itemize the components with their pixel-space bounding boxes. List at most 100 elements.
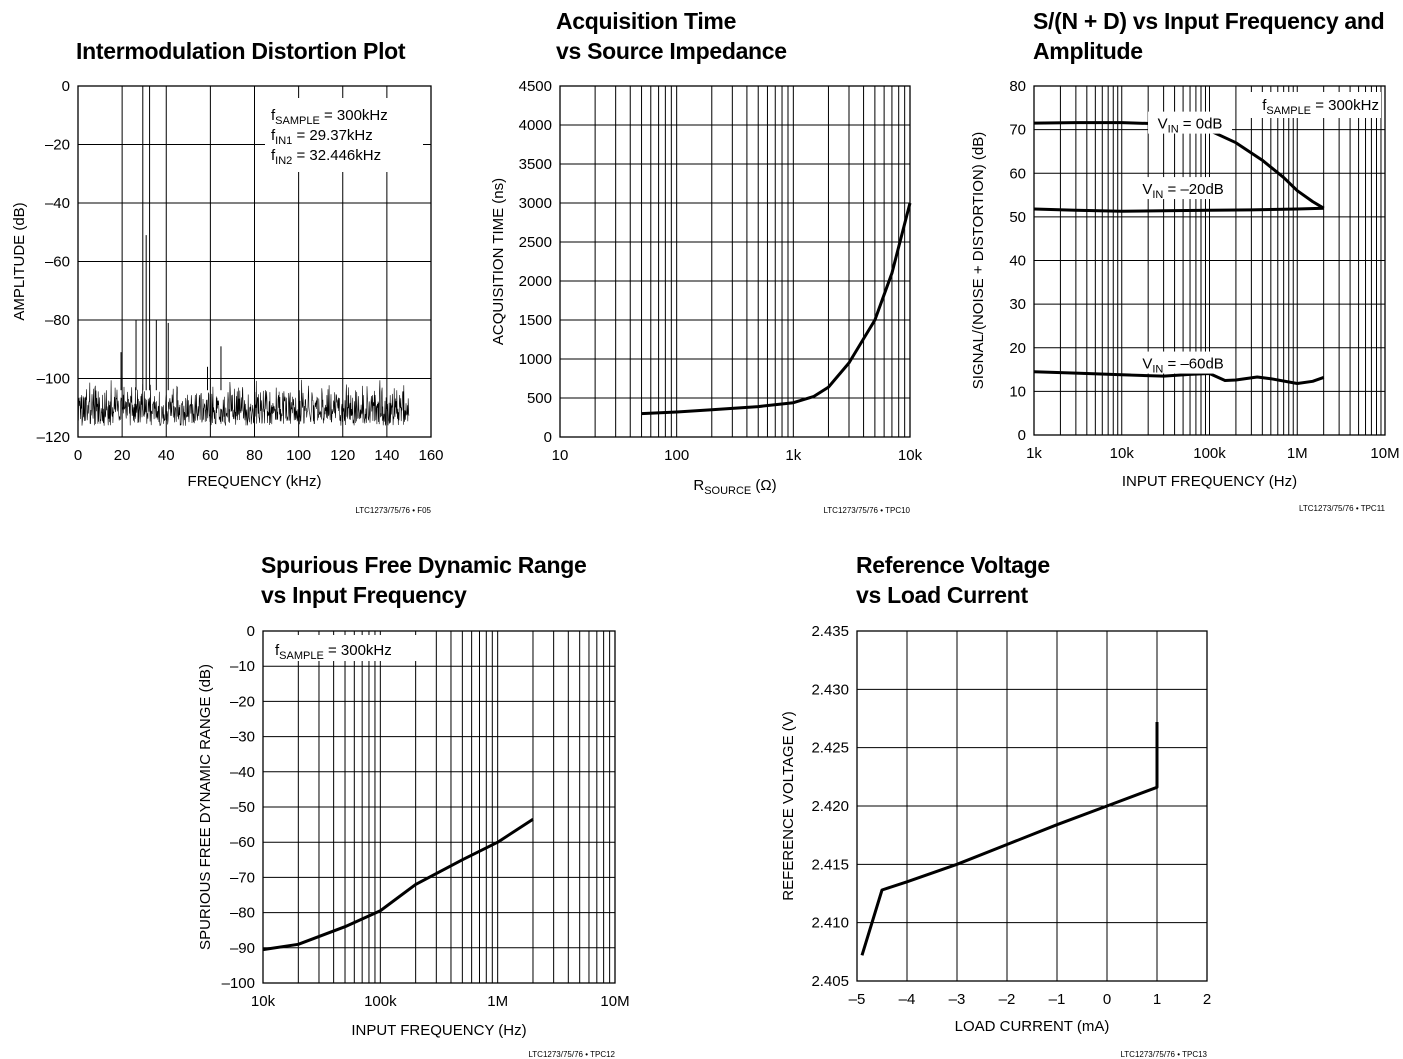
y-tick-label: –20 — [230, 693, 255, 710]
y-tick-label: 2000 — [519, 273, 552, 290]
chart-title: vs Input Frequency — [261, 582, 467, 608]
y-tick-label: 2.425 — [811, 740, 849, 757]
x-tick-label: –4 — [899, 991, 916, 1008]
chart-sfdr: Spurious Free Dynamic Range vs Input Freq… — [197, 552, 630, 1059]
x-tick-label: 0 — [74, 447, 82, 464]
y-tick-label: –60 — [45, 254, 70, 271]
y-tick-label: –70 — [230, 869, 255, 886]
y-tick-label: 0 — [544, 429, 552, 446]
y-tick-label: –100 — [37, 371, 70, 388]
x-tick-label: 100k — [1193, 445, 1226, 462]
plot-frame — [262, 630, 616, 984]
annotation-background — [265, 98, 423, 172]
series-label-background — [1131, 351, 1236, 374]
y-tick-label: 0 — [1018, 427, 1026, 444]
chart-title: vs Load Current — [856, 582, 1029, 608]
chart-acq: Acquisition Time vs Source Impedance 0 500 1… — [490, 8, 923, 515]
y-tick-label: 50 — [1009, 209, 1026, 226]
y-tick-label: –80 — [45, 312, 70, 329]
figure-code: LTC1273/75/76 • TPC12 — [528, 1050, 615, 1059]
figure-code: LTC1273/75/76 • TPC11 — [1299, 504, 1386, 513]
series-label-background — [1131, 177, 1236, 200]
noise-floor-trace — [77, 379, 410, 427]
y-tick-label: 1000 — [519, 351, 552, 368]
y-tick-label: 2.415 — [811, 856, 849, 873]
x-tick-label: 160 — [418, 447, 443, 464]
y-tick-label: –80 — [230, 905, 255, 922]
x-tick-label: 0 — [1103, 991, 1111, 1008]
plot-frame — [559, 85, 911, 438]
chart-title: vs Source Impedance — [556, 38, 787, 64]
series-label-background — [1148, 111, 1233, 134]
x-tick-label: 40 — [158, 447, 175, 464]
chart-title: Reference Voltage — [856, 552, 1050, 578]
series-line — [1033, 370, 1325, 385]
x-tick-label: 1 — [1153, 991, 1161, 1008]
x-tick-label: 10k — [1110, 445, 1135, 462]
chart-title: Acquisition Time — [556, 8, 736, 34]
annotation-background — [267, 635, 417, 661]
figure-code: LTC1273/75/76 • TPC13 — [1120, 1050, 1207, 1059]
y-tick-label: –90 — [230, 940, 255, 957]
x-tick-label: 100 — [286, 447, 311, 464]
y-tick-label: 2.430 — [811, 681, 849, 698]
y-tick-label: 30 — [1009, 296, 1026, 313]
x-tick-label: 10M — [600, 993, 629, 1010]
series-line — [1033, 121, 1325, 210]
x-axis-label: FREQUENCY (kHz) — [188, 473, 322, 490]
annotation-text: fSAMPLE = 300kHz — [275, 642, 392, 662]
annotation-background — [1239, 92, 1381, 118]
x-axis-label: INPUT FREQUENCY (Hz) — [1122, 473, 1297, 490]
y-tick-label: –40 — [45, 195, 70, 212]
y-axis-label: AMPLITUDE (dB) — [11, 202, 28, 320]
annotation-text: fSAMPLE = 300kHz — [1262, 97, 1379, 117]
y-axis-label: ACQUISITION TIME (ns) — [490, 178, 507, 345]
y-tick-label: 2.435 — [811, 623, 849, 640]
chart-title: Intermodulation Distortion Plot — [76, 38, 406, 64]
y-tick-label: 500 — [527, 390, 552, 407]
y-tick-label: 2.405 — [811, 973, 849, 990]
chart-snd: S/(N + D) vs Input Frequency and Amplitud… — [970, 8, 1400, 513]
x-tick-label: 2 — [1203, 991, 1211, 1008]
figure-code: LTC1273/75/76 • F05 — [355, 506, 431, 515]
annotation-text: fSAMPLE = 300kHz — [271, 107, 388, 127]
y-tick-label: 3500 — [519, 156, 552, 173]
y-tick-label: 80 — [1009, 78, 1026, 95]
y-tick-label: 2500 — [519, 234, 552, 251]
y-tick-label: 1500 — [519, 312, 552, 329]
series-line — [262, 818, 534, 952]
x-axis-label: RSOURCE (Ω) — [693, 477, 776, 497]
y-tick-label: 3000 — [519, 195, 552, 212]
x-tick-label: 100 — [664, 447, 689, 464]
y-tick-label: 2.410 — [811, 915, 849, 932]
series-line — [641, 202, 912, 416]
chart-imd: Intermodulation Distortion Plot 0 –20 –40 –6… — [11, 38, 444, 515]
plot-frame — [1033, 85, 1386, 436]
x-tick-label: 120 — [330, 447, 355, 464]
y-tick-label: –40 — [230, 764, 255, 781]
series-line — [860, 722, 1159, 956]
x-tick-label: –3 — [949, 991, 966, 1008]
chart-title: S/(N + D) vs Input Frequency and — [1033, 8, 1384, 34]
y-tick-label: –30 — [230, 729, 255, 746]
grid — [856, 630, 1208, 982]
x-tick-label: 100k — [364, 993, 397, 1010]
y-tick-label: –20 — [45, 137, 70, 154]
figure-code: LTC1273/75/76 • TPC10 — [823, 506, 910, 515]
chart-title: Spurious Free Dynamic Range — [261, 552, 587, 578]
x-tick-label: 80 — [246, 447, 263, 464]
y-tick-label: –10 — [230, 658, 255, 675]
chart-title: Amplitude — [1033, 38, 1143, 64]
x-tick-label: 1k — [785, 447, 801, 464]
x-tick-label: –2 — [999, 991, 1016, 1008]
chart-ref: Reference Voltage vs Load Current 2.405 2.4… — [780, 552, 1211, 1059]
x-tick-label: 60 — [202, 447, 219, 464]
x-tick-label: 10M — [1370, 445, 1399, 462]
y-tick-label: –60 — [230, 834, 255, 851]
annotation-text: fIN2 = 32.446kHz — [271, 147, 381, 167]
y-tick-label: –50 — [230, 799, 255, 816]
grid — [559, 85, 910, 438]
y-tick-label: 10 — [1009, 383, 1026, 400]
grid — [262, 630, 615, 984]
